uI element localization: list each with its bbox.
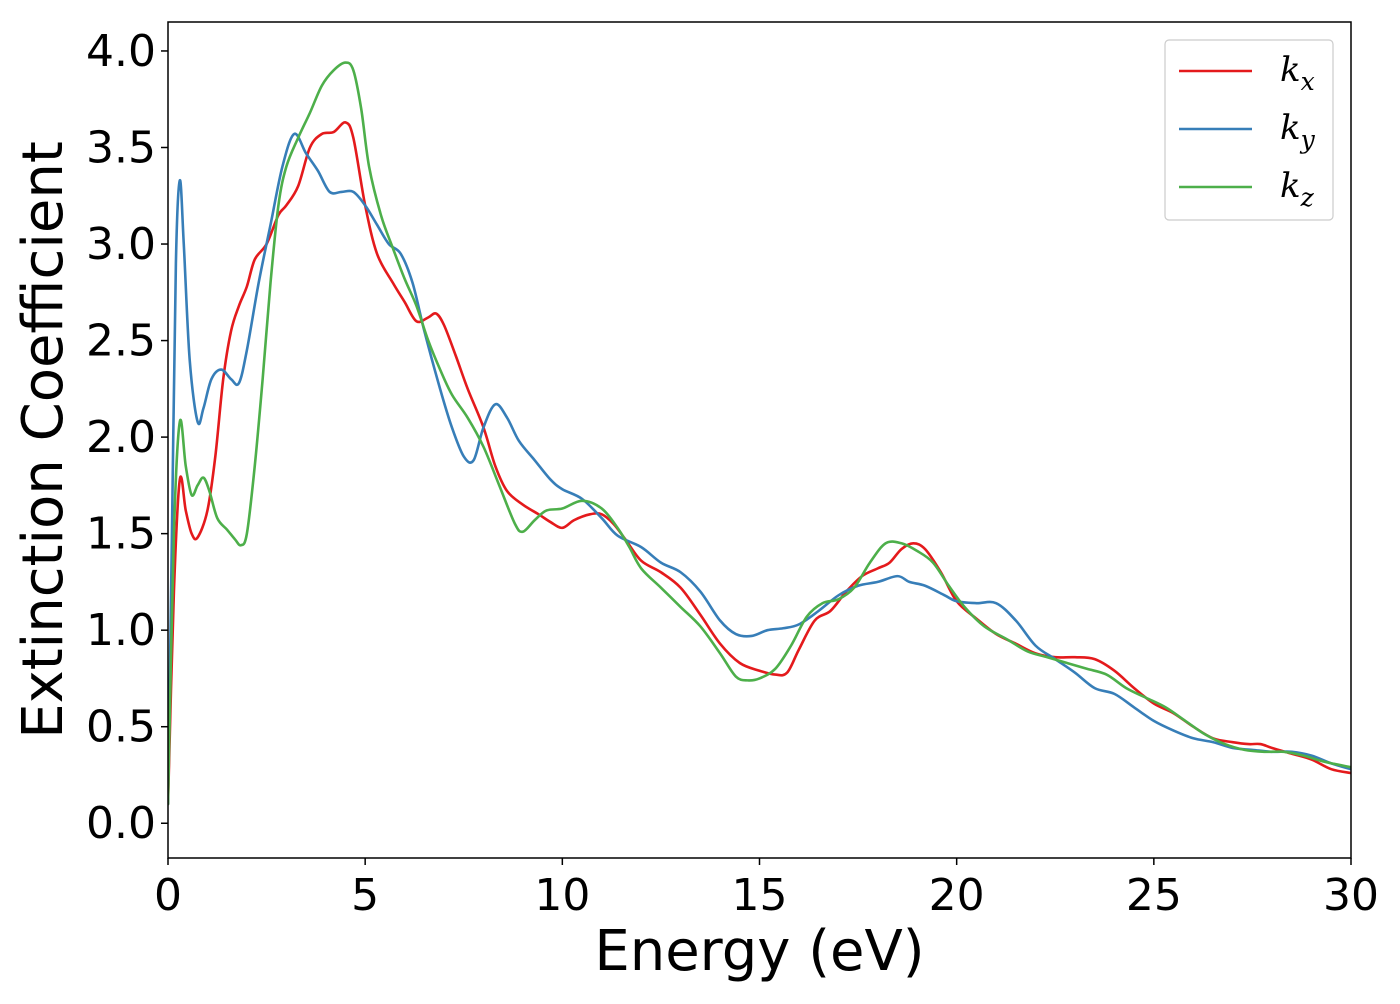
y-tick-label: 3.5: [86, 122, 156, 173]
y-axis-label: Extinction Coefficient: [11, 141, 76, 739]
y-tick-label: 2.0: [86, 412, 156, 463]
x-tick-label: 20: [929, 870, 985, 921]
x-axis-label: Energy (eV): [594, 919, 924, 984]
x-tick-label: 10: [534, 870, 590, 921]
x-tick-label: 5: [351, 870, 379, 921]
x-tick-label: 0: [154, 870, 182, 921]
x-tick-label: 30: [1323, 870, 1379, 921]
series-line-kz: [168, 61, 1351, 806]
legend: kx ky kz: [1164, 39, 1334, 221]
y-tick-label: 0.5: [86, 702, 156, 753]
x-tick-label: 25: [1126, 870, 1182, 921]
y-tick-label: 1.5: [86, 509, 156, 560]
y-axis-ticks: 0.0 0.5 1.0 1.5 2.0 2.5 3.0 3.5 4.0: [86, 26, 168, 849]
y-tick-label: 3.0: [86, 219, 156, 270]
series-line-kx: [168, 121, 1351, 806]
y-tick-label: 4.0: [86, 26, 156, 77]
x-tick-label: 15: [732, 870, 788, 921]
y-tick-label: 2.5: [86, 316, 156, 367]
plot-lines: [168, 61, 1351, 806]
y-tick-label: 0.0: [86, 798, 156, 849]
legend-items: kx ky kz: [1179, 50, 1316, 212]
y-tick-label: 1.0: [86, 605, 156, 656]
legend-label-kx: kx: [1280, 50, 1315, 96]
legend-label-ky: ky: [1280, 108, 1316, 154]
series-line-ky: [168, 132, 1351, 806]
x-axis-ticks: 0 5 10 15 20 25 30: [154, 858, 1379, 921]
legend-label-kz: kz: [1280, 166, 1315, 212]
